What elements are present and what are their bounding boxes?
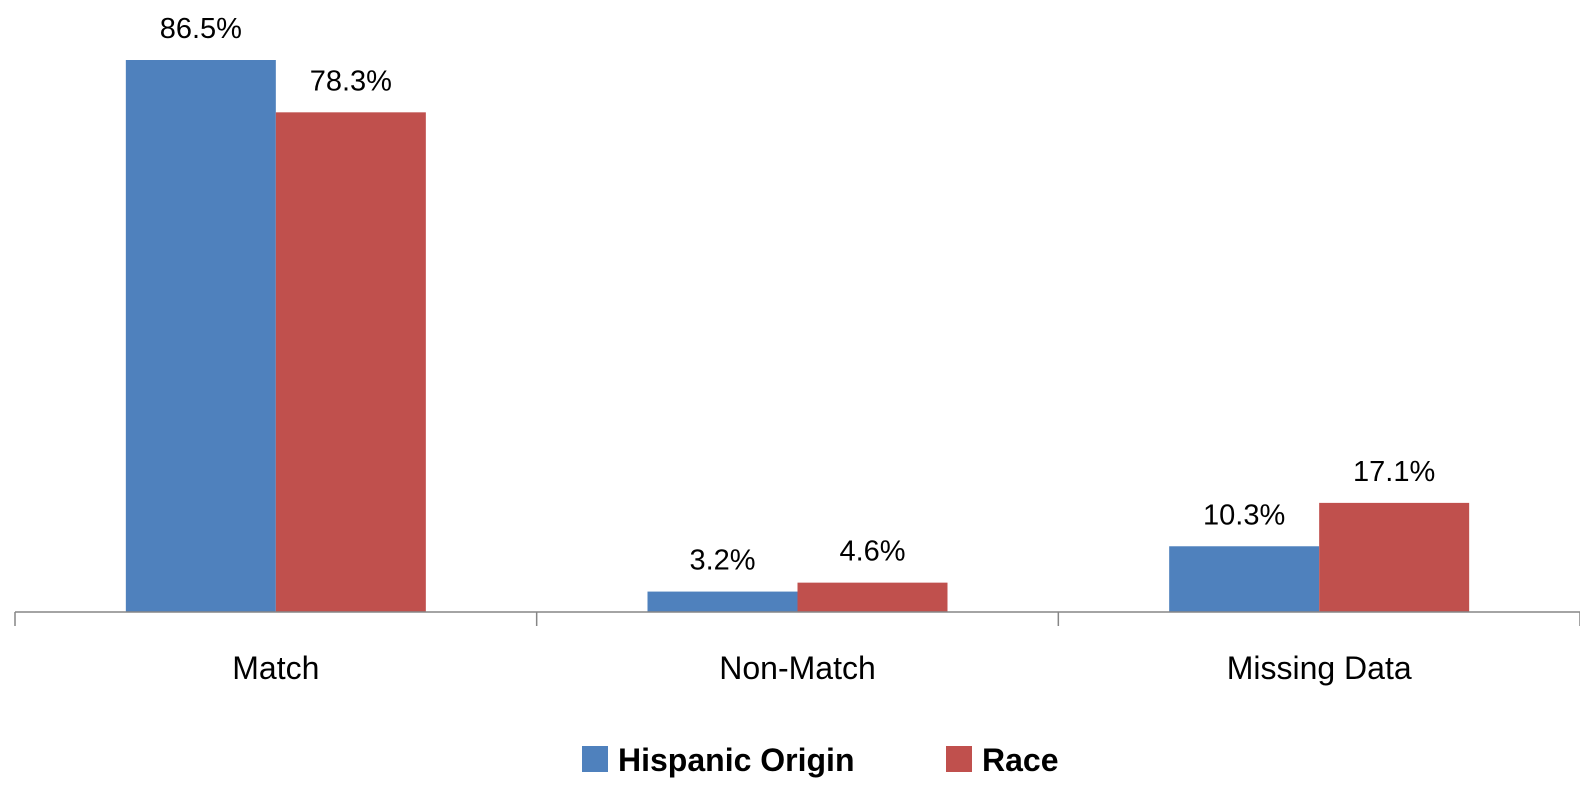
data-label: 86.5% [160,13,242,45]
bar-missing-data-race [1319,502,1470,612]
data-label: 17.1% [1353,456,1435,488]
data-labels-group: 86.5% 78.3% 3.2% 4.6% 10.3% 17.1% [160,13,1436,577]
bar-non-match-hispanic-origin [647,591,798,612]
category-label: Missing Data [1227,650,1412,686]
legend-swatch [582,746,608,772]
data-label: 78.3% [310,65,392,97]
category-label: Non-Match [719,650,876,686]
data-label: 3.2% [689,545,755,577]
data-label: 10.3% [1203,499,1285,531]
bar-non-match-race [797,582,948,612]
bar-match-race [275,112,426,613]
data-label: 4.6% [839,536,905,568]
category-label: Match [232,650,319,686]
bars-group [125,60,1470,613]
legend-label: Race [982,742,1059,778]
legend: Hispanic Origin Race [582,742,1059,778]
x-axis [14,611,1580,626]
legend-label: Hispanic Origin [618,742,854,778]
bar-missing-data-hispanic-origin [1169,546,1320,612]
legend-swatch [946,746,972,772]
bar-match-hispanic-origin [125,60,276,612]
category-labels-group: Match Non-Match Missing Data [232,650,1412,686]
